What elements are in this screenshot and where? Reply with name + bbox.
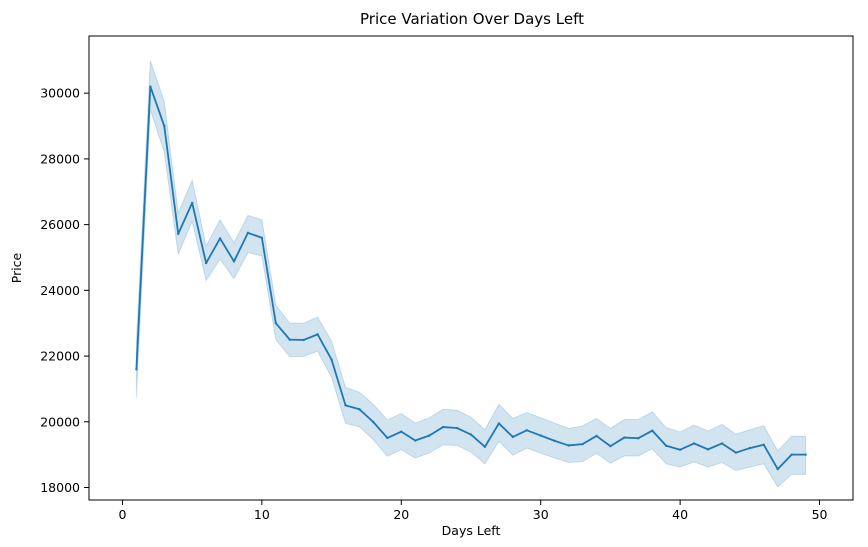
data-point [204,261,208,265]
data-point [163,124,166,128]
data-point [762,443,765,446]
data-point [678,448,682,451]
plot-area [135,60,807,488]
x-tick-label: 20 [393,507,409,522]
y-tick-label: 28000 [40,151,80,166]
y-tick-label: 30000 [40,86,80,101]
axes-frame [88,35,854,501]
data-point [358,408,361,411]
data-point [414,439,417,442]
data-point [790,453,793,456]
data-point [804,453,807,456]
data-point [623,436,626,439]
x-axis-label: Days Left [442,523,501,538]
data-point [539,434,542,437]
data-point [386,436,389,440]
data-point [302,338,305,342]
data-point [609,444,612,448]
data-point [581,442,584,446]
data-point [664,444,668,447]
chart-title: Price Variation Over Days Left [360,10,584,28]
y-tick-label: 26000 [40,217,80,232]
x-axis-ticks: 0 10 20 30 40 50 [118,500,828,522]
data-point [692,442,696,445]
data-point [455,426,459,430]
x-tick-label: 40 [672,507,688,522]
y-axis-ticks: 18000 20000 22000 24000 26000 28000 30000 [40,86,89,495]
data-point [246,231,250,235]
data-point [651,429,654,432]
data-point [497,422,501,425]
x-tick-label: 0 [118,507,126,522]
data-point [232,260,236,263]
data-point [177,232,180,236]
data-point [190,201,194,205]
data-point [567,444,570,447]
x-tick-label: 30 [533,507,549,522]
data-point [316,333,319,336]
data-point [330,358,333,361]
data-point [274,322,278,325]
data-point [427,434,431,437]
y-axis-label: Price [9,252,24,283]
data-point [637,437,640,440]
data-point [720,442,724,445]
data-point [344,404,347,407]
data-point [734,451,738,454]
data-point [469,433,473,436]
data-point [776,467,779,471]
data-point [748,446,752,450]
data-point [288,338,291,341]
data-point [218,237,222,240]
data-point [511,435,515,439]
data-point [553,439,556,443]
y-tick-label: 24000 [40,283,80,298]
data-point [441,425,445,429]
x-tick-label: 50 [812,507,828,522]
y-tick-label: 20000 [40,414,80,429]
data-point [595,434,598,438]
data-point [400,430,403,433]
data-point [483,445,487,448]
data-point [135,368,138,371]
x-tick-label: 10 [254,507,270,522]
data-point [260,236,264,239]
data-point [372,420,375,424]
data-point [706,448,710,451]
y-tick-label: 18000 [40,480,80,495]
y-tick-label: 22000 [40,349,80,364]
confidence-band [135,60,807,488]
data-point [525,429,528,432]
data-point [149,85,152,88]
